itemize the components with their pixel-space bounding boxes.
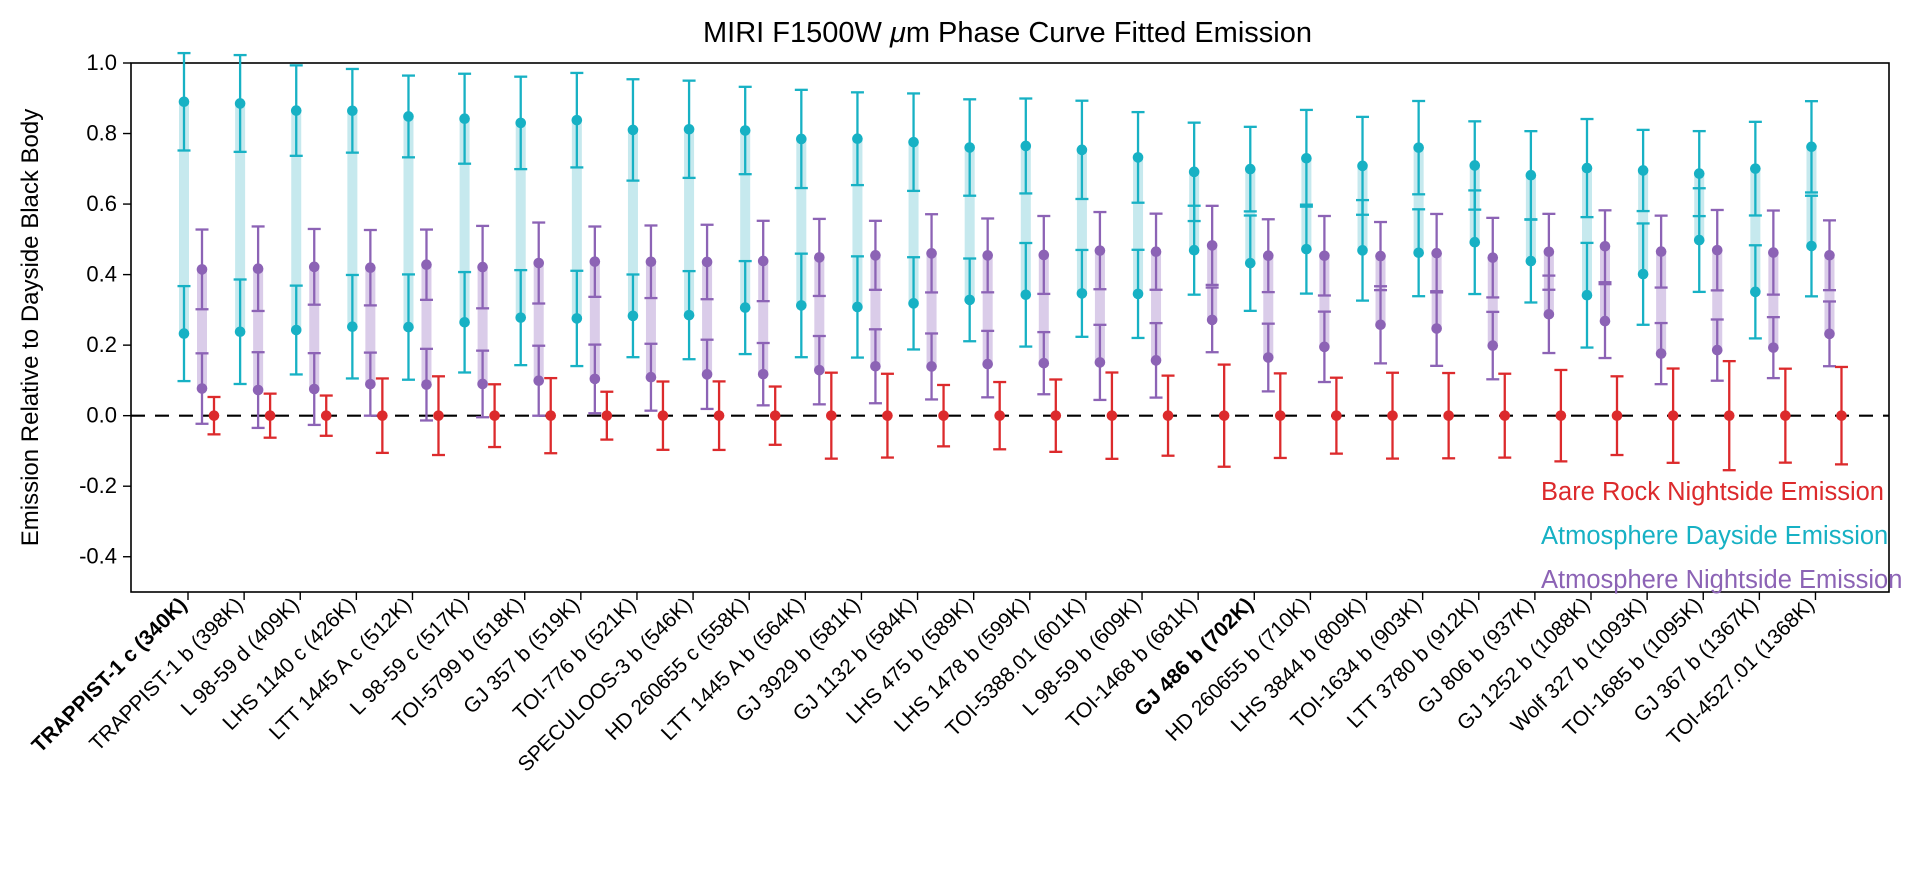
svg-text:-0.2: -0.2 (79, 473, 117, 498)
svg-text:Emission Relative to Dayside B: Emission Relative to Dayside Black Body (17, 109, 44, 547)
svg-text:0.2: 0.2 (86, 332, 117, 357)
svg-text:0.6: 0.6 (86, 191, 117, 216)
svg-text:0.8: 0.8 (86, 121, 117, 146)
svg-text:-0.4: -0.4 (79, 544, 117, 569)
svg-text:1.0: 1.0 (86, 50, 117, 75)
svg-text:Atmosphere Nightside Emission: Atmosphere Nightside Emission (1541, 566, 1902, 594)
svg-text:Atmosphere Dayside Emission: Atmosphere Dayside Emission (1541, 522, 1888, 550)
svg-text:0.0: 0.0 (86, 403, 117, 428)
svg-text:Bare Rock Nightside Emission: Bare Rock Nightside Emission (1541, 478, 1884, 506)
svg-text:0.4: 0.4 (86, 262, 117, 287)
